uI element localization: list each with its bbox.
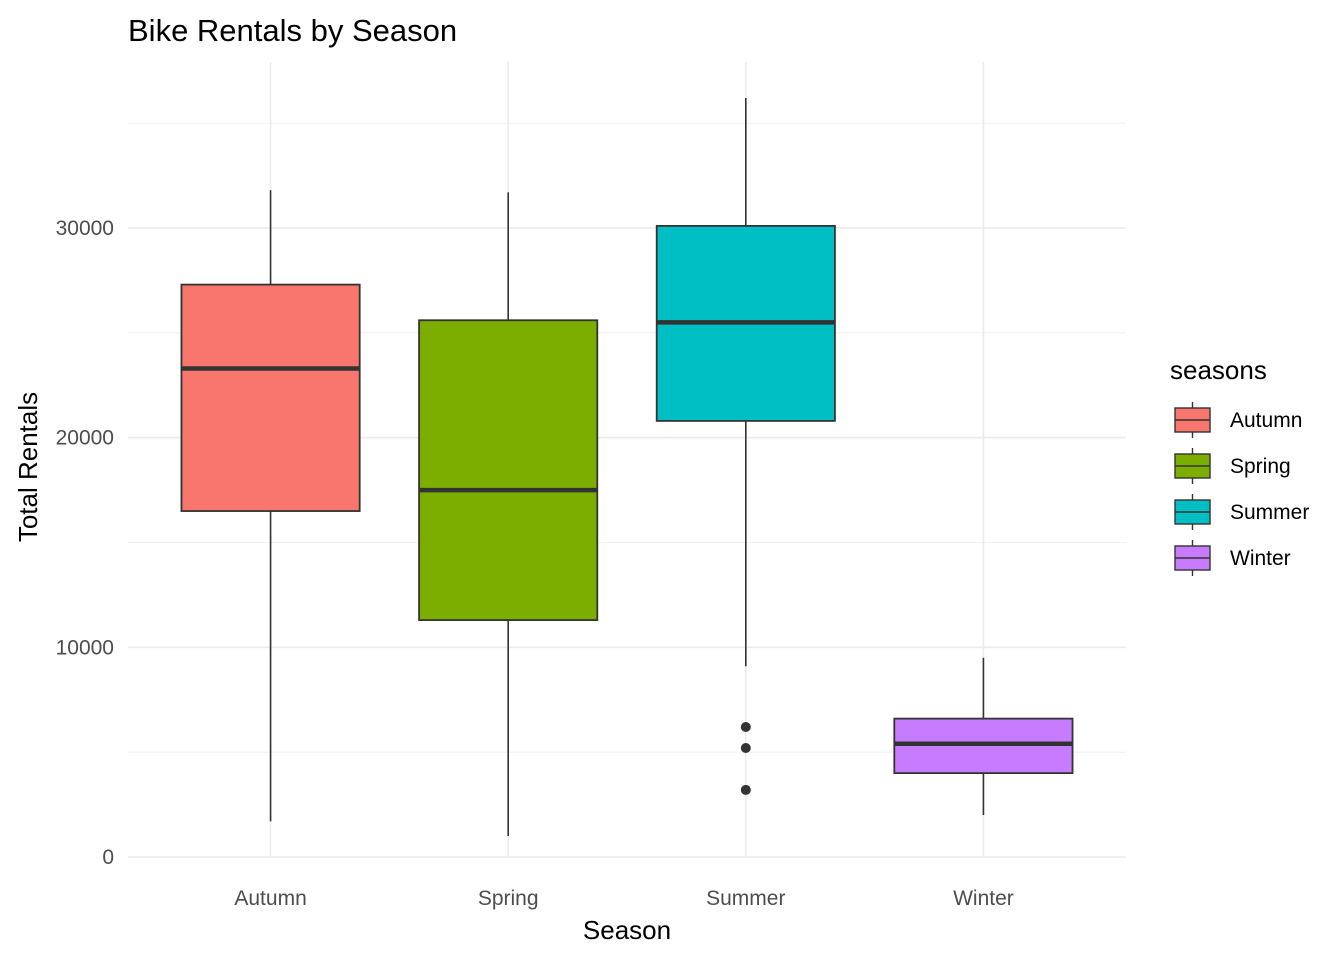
y-tick-label: 10000 (56, 636, 114, 659)
y-tick-label: 30000 (56, 217, 114, 240)
y-axis-title: Total Rentals (13, 392, 43, 542)
legend: seasons Autumn Spring Summer Winter (1170, 355, 1309, 576)
x-tick-label: Winter (953, 887, 1014, 910)
legend-item-summer: Summer (1174, 494, 1309, 530)
x-tick-label: Summer (706, 887, 785, 910)
y-tick-label: 0 (102, 846, 114, 869)
chart-title: Bike Rentals by Season (128, 13, 457, 48)
outlier-point (740, 784, 751, 795)
box-summer (655, 98, 836, 795)
legend-label: Winter (1230, 547, 1291, 570)
legend-item-autumn: Autumn (1174, 402, 1302, 438)
y-tick-label: 20000 (56, 427, 114, 450)
outlier-point (740, 722, 751, 733)
outlier-point (740, 742, 751, 753)
box-body (180, 283, 361, 512)
box-autumn (180, 190, 361, 822)
legend-label: Summer (1230, 501, 1309, 524)
box-winter (893, 657, 1074, 816)
legend-item-spring: Spring (1174, 448, 1291, 484)
legend-label: Autumn (1230, 409, 1302, 432)
x-tick-label: Spring (478, 887, 539, 910)
box-body (418, 319, 599, 621)
axes-layer: 0 10000 20000 30000 Autumn Spring Summer Winter (56, 217, 1014, 910)
legend-title: seasons (1170, 355, 1267, 385)
x-tick-label: Autumn (234, 887, 306, 910)
x-axis-title: Season (583, 915, 671, 945)
legend-label: Spring (1230, 455, 1291, 478)
boxes-layer (180, 98, 1074, 837)
legend-item-winter: Winter (1174, 540, 1291, 576)
box-spring (418, 192, 599, 837)
